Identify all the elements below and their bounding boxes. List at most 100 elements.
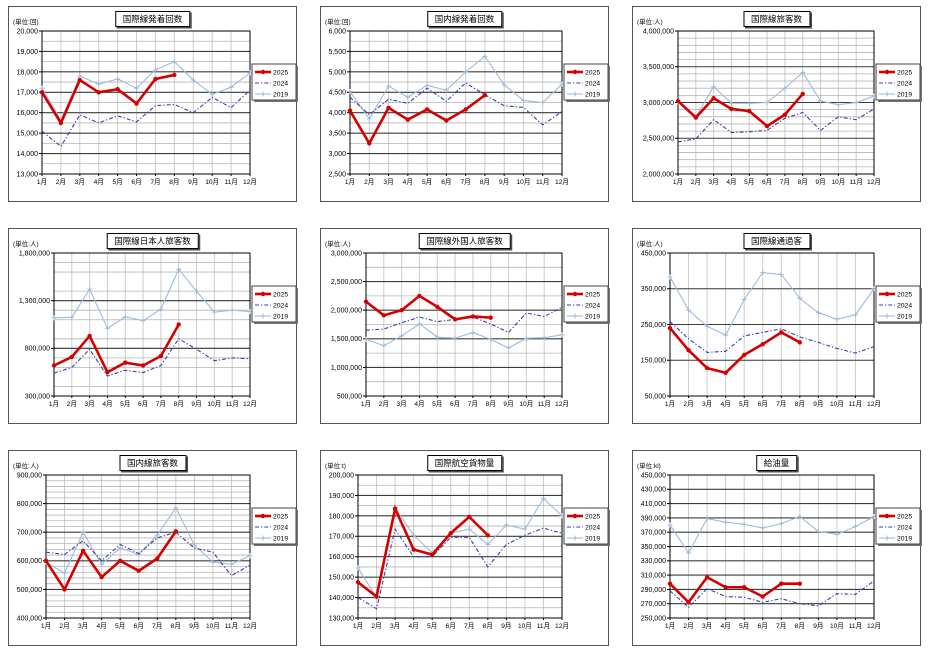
charts-grid: 13,000 14,000 15,000 16,000 17,000 18,000 19,0…	[8, 6, 922, 646]
svg-text:3月: 3月	[78, 622, 88, 630]
svg-text:7月: 7月	[152, 622, 162, 630]
svg-text:3,000,000: 3,000,000	[643, 100, 674, 107]
unit-label: (単位:人)	[13, 463, 39, 470]
svg-text:3,000,000: 3,000,000	[331, 250, 362, 257]
svg-text:7月: 7月	[776, 400, 786, 408]
svg-text:2025: 2025	[897, 291, 912, 298]
svg-text:4月: 4月	[97, 622, 107, 630]
svg-text:4月: 4月	[403, 178, 413, 186]
svg-text:20,000: 20,000	[17, 28, 39, 35]
svg-text:2019: 2019	[897, 91, 912, 98]
svg-text:11月: 11月	[849, 178, 862, 186]
svg-text:4月: 4月	[721, 622, 731, 630]
chart-panel-intl-flight-movements: 13,000 14,000 15,000 16,000 17,000 18,000 19,0…	[8, 6, 298, 202]
svg-text:8月: 8月	[483, 622, 493, 630]
svg-text:2024: 2024	[585, 80, 600, 87]
svg-text:900,000: 900,000	[17, 472, 42, 479]
svg-text:450,000: 450,000	[641, 250, 666, 257]
svg-text:5月: 5月	[427, 622, 437, 630]
svg-text:1月: 1月	[41, 622, 51, 630]
unit-label: (単位:t)	[325, 463, 346, 470]
svg-text:11月: 11月	[225, 400, 238, 408]
svg-text:1,800,000: 1,800,000	[19, 250, 50, 257]
svg-text:14,000: 14,000	[17, 151, 39, 158]
svg-text:11月: 11月	[537, 400, 550, 408]
svg-text:350,000: 350,000	[641, 544, 666, 551]
svg-text:2月: 2月	[371, 622, 381, 630]
unit-label: (単位:回)	[13, 19, 39, 26]
svg-text:3月: 3月	[397, 400, 407, 408]
unit-label: (単位:回)	[325, 19, 351, 26]
svg-text:300,000: 300,000	[25, 393, 50, 400]
line-chart-intl-japanese-passengers: 300,000 800,000 1,300,000 1,800,000 1月 2月 3月 4月…	[19, 250, 298, 408]
svg-text:4月: 4月	[721, 400, 731, 408]
svg-text:4,000: 4,000	[328, 110, 346, 117]
svg-text:12月: 12月	[867, 400, 881, 408]
svg-text:13,000: 13,000	[17, 171, 39, 178]
svg-text:9月: 9月	[813, 400, 823, 408]
svg-text:2025: 2025	[585, 291, 600, 298]
chart-title: 国内線発着回数	[426, 11, 503, 27]
svg-text:2,000,000: 2,000,000	[643, 171, 674, 178]
svg-text:4,500: 4,500	[328, 90, 346, 97]
svg-text:2025: 2025	[585, 69, 600, 76]
svg-text:6月: 6月	[134, 622, 144, 630]
svg-text:170,000: 170,000	[329, 534, 354, 541]
line-chart-intl-flight-movements: 13,000 14,000 15,000 16,000 17,000 18,000 19,0…	[17, 28, 298, 186]
svg-text:9月: 9月	[503, 400, 513, 408]
svg-text:200,000: 200,000	[329, 472, 354, 479]
svg-text:350,000: 350,000	[641, 286, 666, 293]
chart-panel-intl-foreign-passengers: 500,000 1,000,000 1,500,000 2,000,000 2,500,…	[320, 228, 610, 424]
svg-text:3月: 3月	[85, 400, 95, 408]
chart-panel-intl-passengers: 2,000,000 2,500,000 3,000,000 3,500,000 4,00…	[632, 6, 922, 202]
line-chart-intl-passengers: 2,000,000 2,500,000 3,000,000 3,500,000 4,00…	[643, 28, 922, 186]
svg-text:600,000: 600,000	[17, 558, 42, 565]
svg-text:8月: 8月	[171, 622, 181, 630]
svg-text:2025: 2025	[273, 69, 288, 76]
chart-title: 国際線外国人旅客数	[418, 233, 511, 249]
svg-text:2月: 2月	[67, 400, 77, 408]
svg-text:2019: 2019	[897, 535, 912, 542]
svg-text:19,000: 19,000	[17, 49, 39, 56]
svg-text:700,000: 700,000	[17, 530, 42, 537]
svg-text:150,000: 150,000	[641, 358, 666, 365]
svg-text:11月: 11月	[849, 400, 862, 408]
line-chart-intl-transit-passengers: 50,000 150,000 250,000 350,000 450,000 1月 2月 3月…	[641, 250, 922, 408]
svg-text:1月: 1月	[665, 400, 675, 408]
svg-text:1,500,000: 1,500,000	[331, 336, 362, 343]
svg-text:2019: 2019	[273, 313, 288, 320]
svg-text:11月: 11月	[849, 622, 862, 630]
svg-text:2月: 2月	[691, 178, 701, 186]
svg-text:2月: 2月	[364, 178, 374, 186]
unit-label: (単位:人)	[325, 241, 351, 248]
chart-title: 国内線旅客数	[118, 455, 187, 471]
svg-text:2025: 2025	[897, 69, 912, 76]
svg-text:4月: 4月	[102, 400, 112, 408]
svg-text:11月: 11月	[225, 622, 238, 630]
svg-text:3月: 3月	[702, 400, 712, 408]
svg-text:5月: 5月	[422, 178, 432, 186]
svg-text:130,000: 130,000	[329, 615, 354, 622]
svg-text:2,500,000: 2,500,000	[643, 136, 674, 143]
svg-text:2月: 2月	[56, 178, 66, 186]
svg-text:9月: 9月	[189, 622, 199, 630]
svg-text:12月: 12月	[243, 178, 257, 186]
svg-text:410,000: 410,000	[641, 501, 666, 508]
chart-title: 国際線旅客数	[742, 11, 811, 27]
svg-text:5,500: 5,500	[328, 49, 346, 56]
svg-text:6月: 6月	[138, 400, 148, 408]
svg-text:2,500: 2,500	[328, 171, 346, 178]
svg-text:8月: 8月	[480, 178, 490, 186]
line-chart-domestic-passengers: 400,000 500,000 600,000 700,000 800,000 900,0…	[17, 472, 298, 630]
svg-text:10月: 10月	[207, 400, 221, 408]
svg-text:800,000: 800,000	[17, 501, 42, 508]
svg-text:3月: 3月	[383, 178, 393, 186]
svg-text:310,000: 310,000	[641, 573, 666, 580]
svg-text:3,500: 3,500	[328, 131, 346, 138]
svg-text:4月: 4月	[94, 178, 104, 186]
svg-text:2025: 2025	[585, 513, 600, 520]
svg-text:250,000: 250,000	[641, 615, 666, 622]
svg-text:450,000: 450,000	[641, 472, 666, 479]
svg-text:4月: 4月	[726, 178, 736, 186]
svg-text:1月: 1月	[361, 400, 371, 408]
